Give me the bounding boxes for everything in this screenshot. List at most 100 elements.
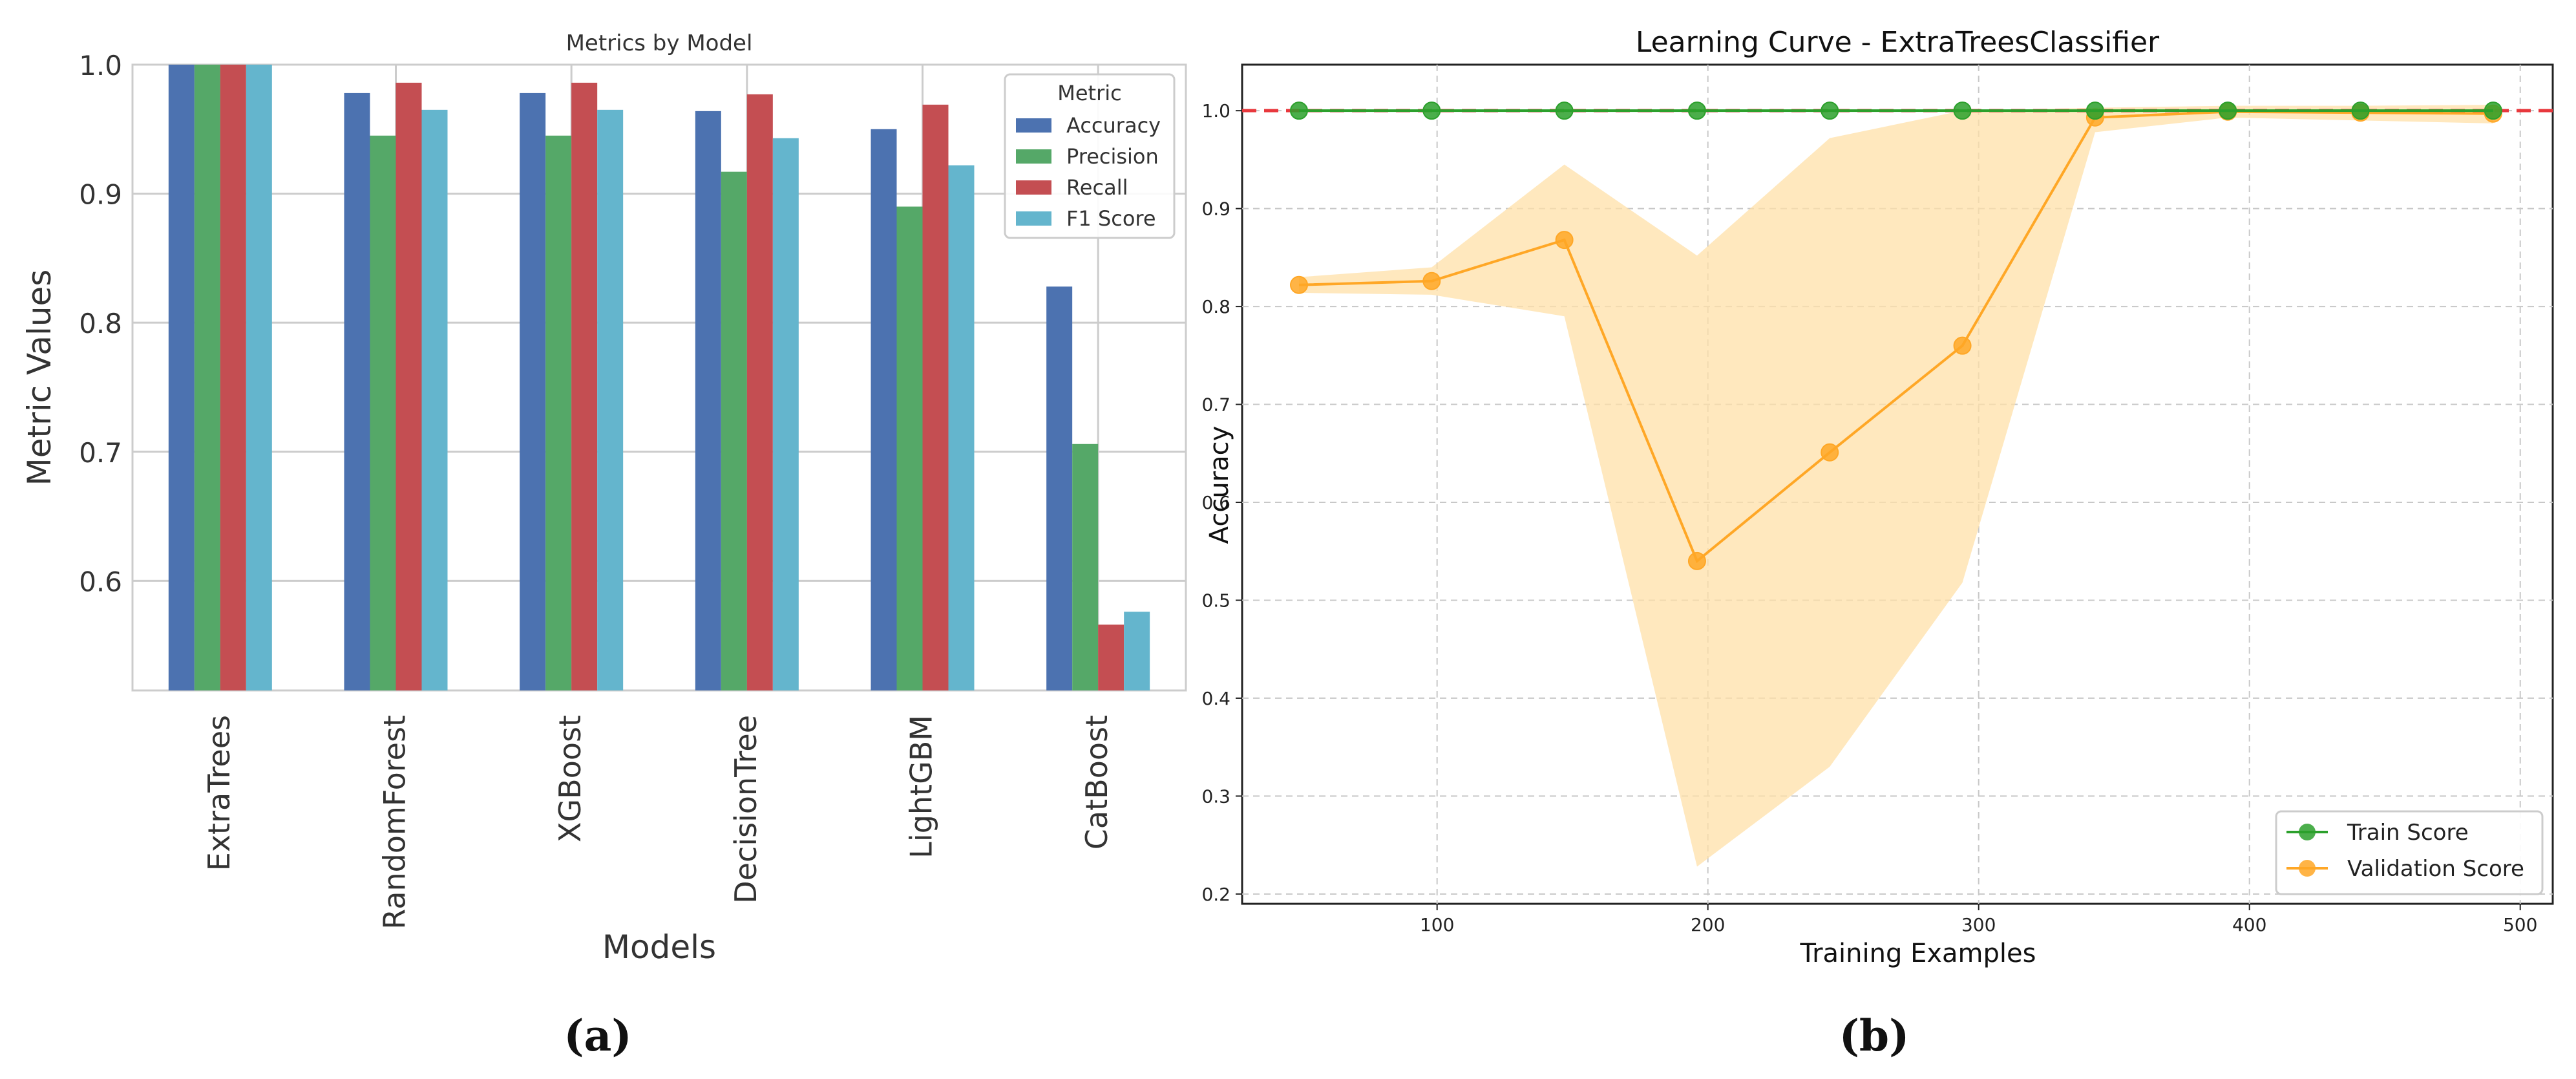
line-chart-y-tick-label: 0.3 xyxy=(1201,785,1230,807)
legend-swatch-precision xyxy=(1016,149,1051,164)
bar-chart-x-tick-label: LightGBM xyxy=(904,715,939,859)
bar-f1-score-randomforest xyxy=(421,109,448,691)
bar-precision-extratrees xyxy=(194,65,220,690)
bar-chart-legend: Metric Accuracy Precision Recall F1 Score xyxy=(1004,73,1176,239)
legend-marker-train-score xyxy=(2299,824,2316,840)
bar-chart-metrics-by-model: 0.6 0.7 0.8 0.9 1.0 ExtraTrees RandomForest XG… xyxy=(21,30,1187,1061)
line-chart-title: Learning Curve - ExtraTreesClassifier xyxy=(1636,26,2160,59)
line-chart-y-tick-label: 0.8 xyxy=(1201,296,1230,317)
validation-score-point xyxy=(1687,551,1706,570)
bar-chart-y-tick-label: 0.9 xyxy=(79,179,122,211)
line-chart-y-tick-label: 0.9 xyxy=(1201,198,1230,220)
bar-precision-lightgbm xyxy=(896,206,923,690)
bar-chart-y-axis-label: Metric Values xyxy=(21,270,58,486)
bar-chart-x-axis-label: Models xyxy=(602,928,716,966)
line-chart-x-tick-label: 200 xyxy=(1691,914,1725,935)
line-chart-learning-curve: 100 200 300 400 500 0.2 0.3 0.4 0.5 0.6 0.7 0.8 0.9… xyxy=(1201,26,2554,1061)
train-score-point xyxy=(1555,101,1574,120)
line-chart-y-tick-label: 0.5 xyxy=(1201,590,1230,611)
caption-a: (a) xyxy=(564,1010,631,1061)
bar-chart-x-tick-label: CatBoost xyxy=(1079,715,1114,849)
line-chart-x-tick-label: 100 xyxy=(1420,914,1454,935)
bar-chart-x-tick-label: ExtraTrees xyxy=(202,715,237,871)
bar-chart-bars xyxy=(168,65,1150,691)
line-chart-x-axis-label: Training Examples xyxy=(1800,939,2036,968)
legend-swatch-accuracy xyxy=(1016,118,1051,133)
bar-f1-score-extratrees xyxy=(246,65,272,690)
legend-swatch-f1-score xyxy=(1016,211,1051,226)
bar-recall-catboost xyxy=(1098,625,1124,690)
train-score-point xyxy=(1422,101,1441,120)
line-chart-y-tick-label: 0.2 xyxy=(1201,884,1230,905)
bar-chart-y-tick-label: 0.7 xyxy=(79,437,122,469)
line-chart-x-tick-label: 300 xyxy=(1961,914,1996,935)
line-chart-y-tick-label: 0.4 xyxy=(1201,688,1230,709)
bar-f1-score-catboost xyxy=(1124,612,1150,690)
train-score-point xyxy=(2085,101,2104,120)
legend-label-accuracy: Accuracy xyxy=(1066,113,1161,138)
train-score-point xyxy=(1289,101,1308,120)
legend-label-train-score: Train Score xyxy=(2347,820,2469,846)
bar-chart-x-tick-label: XGBoost xyxy=(553,715,587,842)
bar-chart-title: Metrics by Model xyxy=(566,30,753,56)
line-chart-legend: Train Score Validation Score xyxy=(2275,810,2544,895)
line-chart-series xyxy=(1289,101,2502,570)
bar-accuracy-xgboost xyxy=(520,92,546,690)
validation-score-point xyxy=(1555,231,1574,250)
validation-score-point xyxy=(1422,272,1441,290)
line-chart-y-tick-label: 1.0 xyxy=(1201,100,1230,122)
legend-label-precision: Precision xyxy=(1066,144,1159,169)
validation-score-point xyxy=(1953,336,1972,355)
validation-score-line xyxy=(1298,110,2493,564)
validation-std-band xyxy=(1298,105,2493,867)
bar-chart-y-tick-label: 0.8 xyxy=(79,308,122,339)
bar-precision-catboost xyxy=(1072,443,1099,690)
train-score-point xyxy=(1687,101,1706,120)
bar-chart-x-ticks: ExtraTrees RandomForest XGBoost DecisionTre… xyxy=(202,715,1114,930)
bar-recall-extratrees xyxy=(220,65,246,690)
validation-score-point xyxy=(1289,275,1308,294)
line-chart-x-tick-label: 500 xyxy=(2503,914,2537,935)
bar-f1-score-lightgbm xyxy=(948,165,975,690)
bar-precision-xgboost xyxy=(545,135,572,690)
bar-chart-x-tick-label: DecisionTree xyxy=(728,715,763,904)
bar-recall-decisiontree xyxy=(746,94,773,690)
bar-chart-x-tick-label: RandomForest xyxy=(377,715,412,930)
bar-chart-legend-title: Metric xyxy=(1057,81,1121,105)
legend-marker-validation-score xyxy=(2299,860,2316,877)
bar-accuracy-lightgbm xyxy=(871,129,897,690)
line-chart-x-tick-label: 400 xyxy=(2232,914,2266,935)
bar-recall-lightgbm xyxy=(922,104,949,690)
bar-accuracy-catboost xyxy=(1046,286,1073,690)
bar-precision-randomforest xyxy=(370,135,396,690)
validation-confidence-band xyxy=(1298,105,2493,867)
train-score-point xyxy=(2351,101,2370,120)
train-score-point xyxy=(2219,101,2237,120)
train-score-point xyxy=(2484,101,2502,120)
bar-chart-y-tick-label: 0.6 xyxy=(79,566,122,597)
bar-f1-score-decisiontree xyxy=(772,138,799,690)
validation-score-point xyxy=(1821,443,1839,462)
bar-accuracy-decisiontree xyxy=(695,111,721,690)
bar-f1-score-xgboost xyxy=(597,109,624,691)
bar-chart-legend-box xyxy=(1004,73,1176,239)
legend-swatch-recall xyxy=(1016,180,1051,195)
bar-chart-y-ticks: 0.6 0.7 0.8 0.9 1.0 xyxy=(79,50,122,597)
caption-b: (b) xyxy=(1839,1010,1910,1061)
train-score-point xyxy=(1821,101,1839,120)
line-chart-x-ticks: 100 200 300 400 500 xyxy=(1420,904,2537,935)
bar-accuracy-randomforest xyxy=(344,92,370,690)
line-chart-y-tick-label: 0.7 xyxy=(1201,394,1230,416)
line-chart-y-ticks: 0.2 0.3 0.4 0.5 0.6 0.7 0.8 0.9 1.0 xyxy=(1201,100,1242,905)
bar-precision-decisiontree xyxy=(721,171,747,691)
legend-label-recall: Recall xyxy=(1066,175,1128,200)
line-chart-y-tick-label: 0.6 xyxy=(1201,492,1230,513)
bar-recall-xgboost xyxy=(571,82,598,691)
bar-accuracy-extratrees xyxy=(168,65,195,690)
train-score-point xyxy=(1953,101,1972,120)
legend-label-validation-score: Validation Score xyxy=(2347,856,2524,882)
bar-chart-y-tick-label: 1.0 xyxy=(79,50,122,81)
line-chart-y-axis-label: Accuracy xyxy=(1205,426,1234,544)
line-chart-legend-box xyxy=(2275,810,2544,895)
